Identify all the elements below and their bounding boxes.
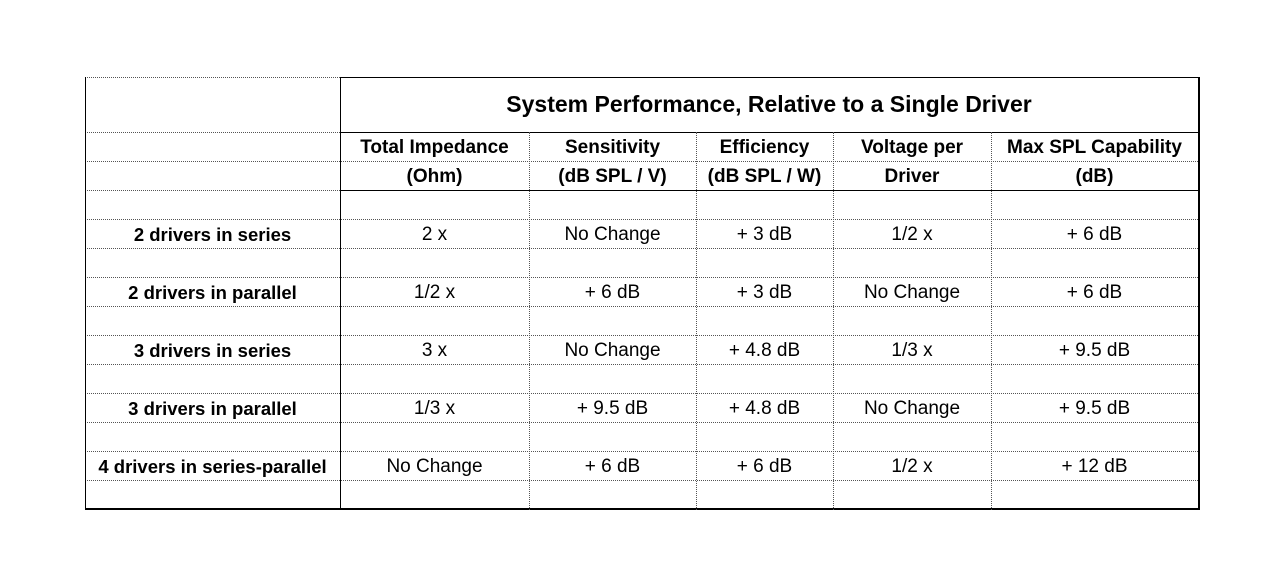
table-cell: 1/2 x xyxy=(891,223,933,245)
header-max-spl-unit: (dB) xyxy=(1075,165,1114,187)
header-efficiency-unit: (dB SPL / W) xyxy=(707,165,822,187)
table-cell: No Change xyxy=(564,223,661,245)
grid-line xyxy=(340,190,1200,191)
table-cell: 1/3 x xyxy=(891,339,933,361)
row-label: 2 drivers in parallel xyxy=(128,281,297,303)
grid-line xyxy=(85,132,340,133)
row-label: 4 drivers in series-parallel xyxy=(98,455,327,477)
grid-line xyxy=(85,77,340,78)
table-cell: + 9.5 dB xyxy=(1058,339,1131,361)
table-cell: + 4.8 dB xyxy=(728,397,801,419)
grid-line xyxy=(85,248,1200,249)
grid-line xyxy=(85,508,1200,510)
grid-line xyxy=(696,132,697,510)
table-cell: + 6 dB xyxy=(736,455,793,477)
table-cell: + 6 dB xyxy=(1066,281,1123,303)
grid-line xyxy=(340,132,1200,133)
header-total-impedance: Total Impedance xyxy=(360,136,509,158)
table-cell: + 6 dB xyxy=(584,281,641,303)
table-cell: 1/2 x xyxy=(891,455,933,477)
table-cell: + 9.5 dB xyxy=(1058,397,1131,419)
row-label: 2 drivers in series xyxy=(133,223,292,245)
performance-table: System Performance, Relative to a Single… xyxy=(85,77,1200,510)
grid-line xyxy=(85,161,1200,162)
grid-line xyxy=(85,77,86,510)
table-cell: + 12 dB xyxy=(1061,455,1128,477)
grid-line xyxy=(340,77,341,510)
grid-line xyxy=(85,219,1200,220)
grid-line xyxy=(529,132,530,510)
row-label: 3 drivers in parallel xyxy=(128,397,297,419)
grid-line xyxy=(85,277,1200,278)
grid-line xyxy=(991,132,992,510)
grid-line xyxy=(85,393,1200,394)
header-voltage-per-driver: Voltage per xyxy=(860,136,964,158)
table-cell: 1/3 x xyxy=(413,397,456,419)
grid-line xyxy=(1198,77,1200,510)
grid-line xyxy=(340,77,1200,78)
grid-line xyxy=(85,364,1200,365)
grid-line xyxy=(85,306,1200,307)
header-max-spl: Max SPL Capability xyxy=(1007,136,1182,158)
table-cell: No Change xyxy=(863,281,961,303)
grid-line xyxy=(85,190,340,191)
table-cell: 2 x xyxy=(421,223,448,245)
header-total-impedance-unit: (Ohm) xyxy=(406,165,463,187)
header-voltage-per-driver-unit: Driver xyxy=(884,165,940,187)
table-cell: + 6 dB xyxy=(1066,223,1123,245)
header-sensitivity: Sensitivity xyxy=(564,136,661,158)
table-cell: 3 x xyxy=(421,339,448,361)
table-cell: + 6 dB xyxy=(584,455,641,477)
row-label: 3 drivers in series xyxy=(133,339,292,361)
table-cell: + 9.5 dB xyxy=(576,397,649,419)
header-sensitivity-unit: (dB SPL / V) xyxy=(558,165,667,187)
table-title: System Performance, Relative to a Single… xyxy=(506,91,1032,117)
grid-line xyxy=(85,480,1200,481)
grid-line xyxy=(85,335,1200,336)
header-efficiency: Efficiency xyxy=(719,136,810,158)
table-cell: 1/2 x xyxy=(413,281,456,303)
grid-line xyxy=(833,132,834,510)
table-cell: + 4.8 dB xyxy=(728,339,801,361)
grid-line xyxy=(85,451,1200,452)
table-cell: + 3 dB xyxy=(736,281,793,303)
table-cell: + 3 dB xyxy=(736,223,793,245)
table-cell: No Change xyxy=(863,397,961,419)
table-cell: No Change xyxy=(386,455,483,477)
grid-line xyxy=(85,422,1200,423)
table-cell: No Change xyxy=(564,339,661,361)
